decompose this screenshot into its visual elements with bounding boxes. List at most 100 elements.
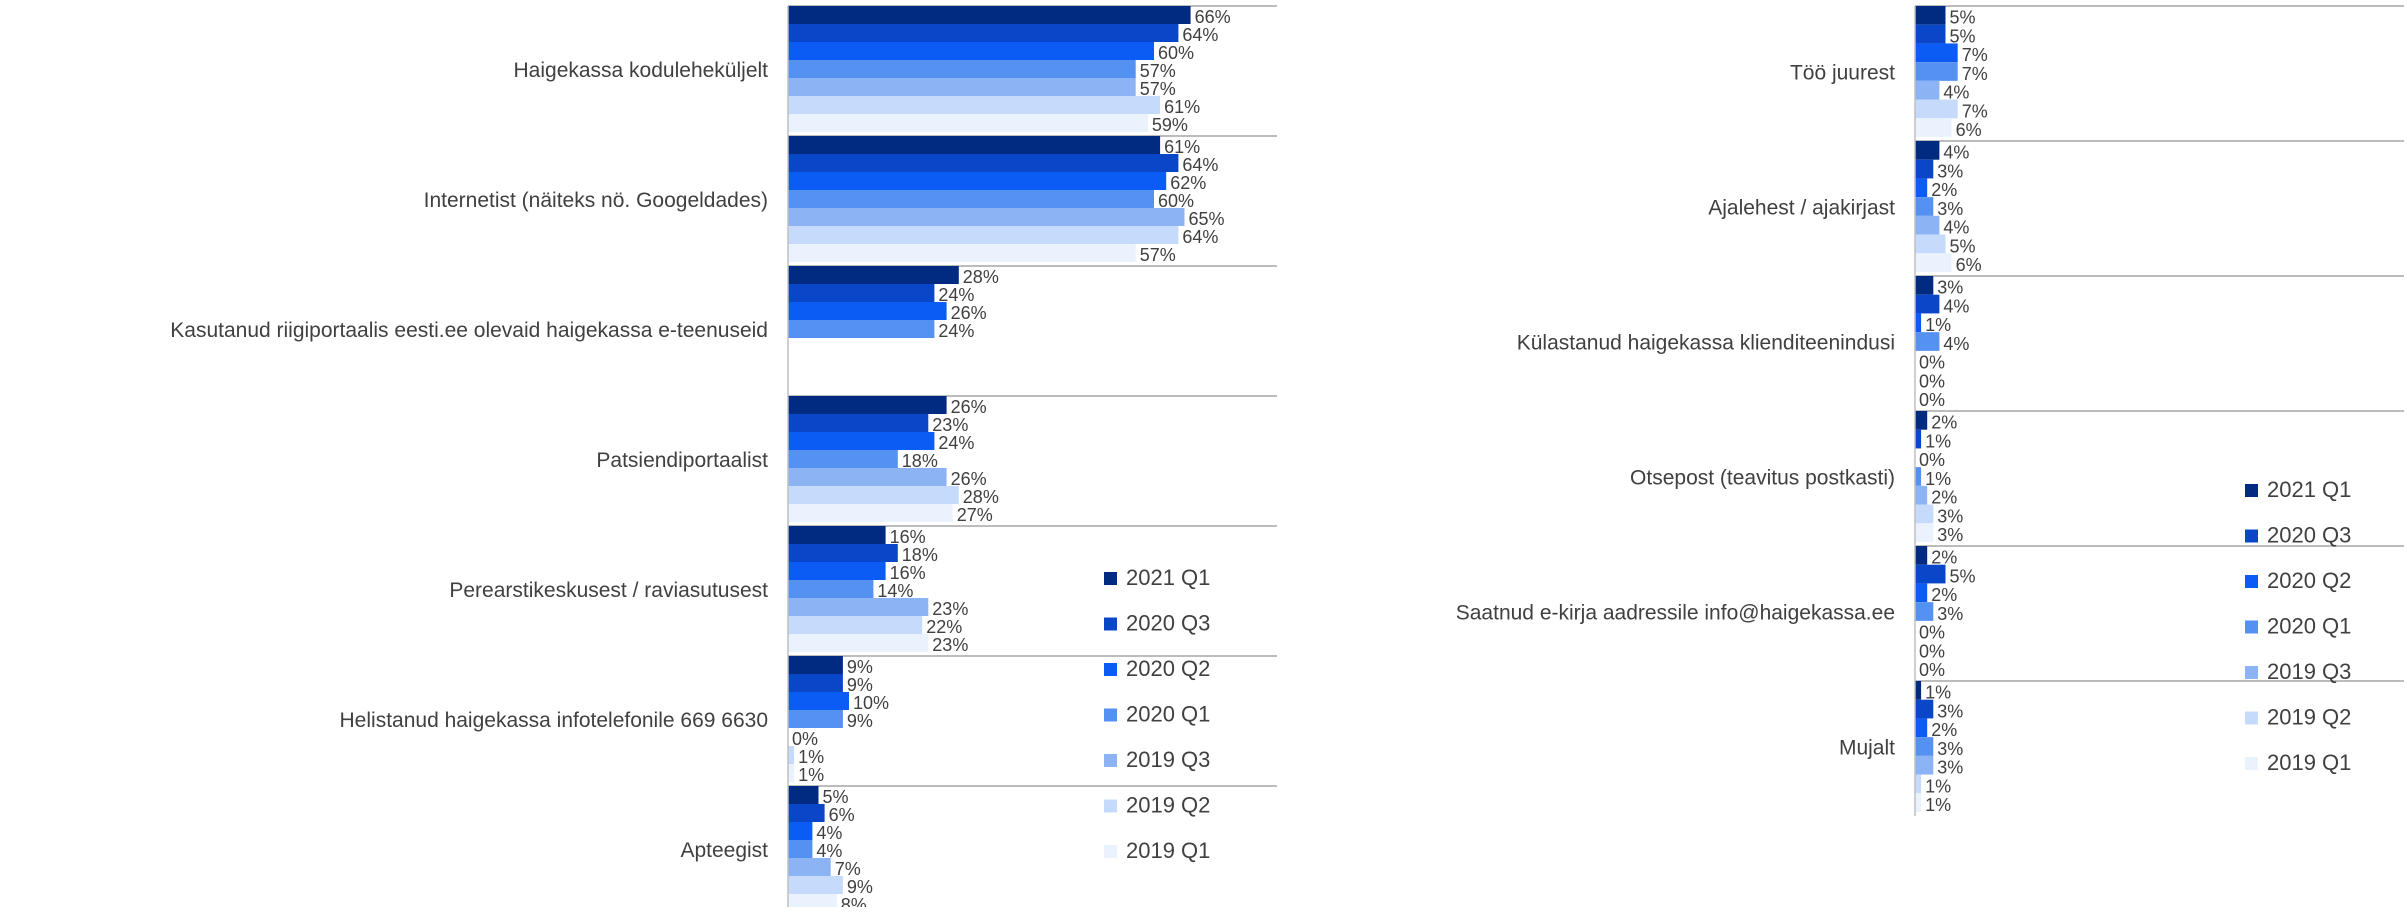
legend-swatch-left-1 xyxy=(1104,617,1117,631)
bar-left-3-4 xyxy=(788,468,947,486)
data-label-right-5-3: 3% xyxy=(1937,739,1963,759)
data-label-right-1-4: 4% xyxy=(1943,218,1969,238)
data-label-left-3-3: 18% xyxy=(902,451,938,471)
data-label-left-4-6: 23% xyxy=(932,635,968,655)
data-label-left-1-4: 65% xyxy=(1189,209,1225,229)
bar-left-4-2 xyxy=(788,562,886,580)
bar-right-4-0 xyxy=(1915,546,1928,565)
data-label-right-5-4: 3% xyxy=(1937,758,1963,778)
bar-left-4-3 xyxy=(788,580,874,598)
data-label-left-5-4: 0% xyxy=(792,729,818,749)
bar-left-3-3 xyxy=(788,450,898,468)
category-label-left-3: Patsiendiportaalist xyxy=(596,449,768,472)
legend-swatch-left-6 xyxy=(1104,845,1117,858)
legend-swatch-right-6 xyxy=(2245,757,2258,770)
data-label-left-5-5: 1% xyxy=(798,747,824,767)
bar-left-0-3 xyxy=(788,60,1136,78)
bar-right-3-3 xyxy=(1915,467,1922,486)
bar-right-2-1 xyxy=(1915,294,1940,314)
bar-left-6-0 xyxy=(788,786,819,804)
bar-right-0-1 xyxy=(1915,24,1946,44)
bar-right-1-5 xyxy=(1915,234,1946,254)
data-label-left-0-1: 64% xyxy=(1182,25,1218,45)
legend-label-left-2: 2020 Q2 xyxy=(1126,656,1210,681)
bar-left-6-5 xyxy=(788,876,843,894)
data-label-right-1-5: 5% xyxy=(1950,236,1976,256)
bar-right-0-3 xyxy=(1915,62,1958,81)
bar-right-1-2 xyxy=(1915,178,1928,198)
bar-right-3-4 xyxy=(1915,485,1928,505)
data-label-left-3-4: 26% xyxy=(951,469,987,489)
data-label-left-6-2: 4% xyxy=(816,823,842,843)
data-label-left-0-5: 61% xyxy=(1164,97,1200,117)
bar-right-0-2 xyxy=(1915,43,1958,63)
category-label-left-2: Kasutanud riigiportaalis eesti.ee olevai… xyxy=(170,319,768,342)
legend-label-right-3: 2020 Q1 xyxy=(2267,614,2351,639)
bar-right-5-4 xyxy=(1915,755,1934,775)
data-label-right-0-6: 6% xyxy=(1956,120,1982,140)
data-label-left-1-1: 64% xyxy=(1182,155,1218,175)
data-label-left-6-6: 8% xyxy=(841,895,867,907)
bar-right-5-6 xyxy=(1915,793,1922,812)
data-label-right-5-1: 3% xyxy=(1937,701,1963,721)
legend-label-right-5: 2019 Q2 xyxy=(2267,705,2351,730)
bar-right-1-6 xyxy=(1915,253,1952,272)
bar-left-6-1 xyxy=(788,804,825,822)
bar-right-5-0 xyxy=(1915,681,1922,700)
data-label-left-3-5: 28% xyxy=(963,487,999,507)
bar-left-4-5 xyxy=(788,616,923,634)
bar-right-5-1 xyxy=(1915,699,1934,719)
category-label-right-3: Otsepost (teavitus postkasti) xyxy=(1630,467,1895,490)
bar-left-2-0 xyxy=(788,266,959,284)
legend-swatch-right-5 xyxy=(2245,711,2258,725)
data-label-right-3-5: 3% xyxy=(1937,506,1963,526)
legend-swatch-left-2 xyxy=(1104,663,1117,676)
data-label-right-2-5: 0% xyxy=(1919,371,1945,391)
bar-right-3-0 xyxy=(1915,411,1928,430)
bar-left-1-5 xyxy=(788,226,1179,244)
data-label-right-0-1: 5% xyxy=(1950,26,1976,46)
data-label-right-0-2: 7% xyxy=(1962,45,1988,65)
category-label-right-1: Ajalehest / ajakirjast xyxy=(1708,197,1895,220)
data-label-left-6-3: 4% xyxy=(816,841,842,861)
bar-left-0-2 xyxy=(788,42,1154,60)
data-label-left-3-2: 24% xyxy=(938,433,974,453)
bar-right-4-3 xyxy=(1915,602,1934,621)
data-label-left-0-2: 60% xyxy=(1158,43,1194,63)
data-label-left-5-1: 9% xyxy=(847,675,873,695)
legend-swatch-left-4 xyxy=(1104,754,1117,767)
data-label-right-3-2: 0% xyxy=(1919,450,1945,470)
data-label-right-2-6: 0% xyxy=(1919,390,1945,410)
data-label-right-1-6: 6% xyxy=(1956,255,1982,275)
data-label-left-6-4: 7% xyxy=(835,859,861,879)
legend-swatch-right-1 xyxy=(2245,529,2258,543)
data-label-left-1-0: 61% xyxy=(1164,137,1200,157)
bar-left-0-0 xyxy=(788,6,1191,24)
bar-left-5-0 xyxy=(788,656,843,674)
bar-right-0-5 xyxy=(1915,99,1958,119)
bar-left-4-1 xyxy=(788,544,898,562)
data-label-right-5-2: 2% xyxy=(1931,720,1957,740)
legend-label-right-2: 2020 Q2 xyxy=(2267,568,2351,593)
bar-left-1-1 xyxy=(788,154,1179,172)
legend-label-left-5: 2019 Q2 xyxy=(1126,793,1210,818)
data-label-right-0-5: 7% xyxy=(1962,101,1988,121)
data-label-left-5-6: 1% xyxy=(798,765,824,785)
data-label-left-6-0: 5% xyxy=(823,787,849,807)
legend-swatch-right-3 xyxy=(2245,620,2258,634)
data-label-left-3-1: 23% xyxy=(932,415,968,435)
bar-left-5-3 xyxy=(788,710,843,728)
bar-left-6-4 xyxy=(788,858,831,876)
bar-right-4-1 xyxy=(1915,564,1946,584)
bar-left-3-1 xyxy=(788,414,929,432)
bar-right-0-4 xyxy=(1915,80,1940,100)
data-label-right-0-0: 5% xyxy=(1950,8,1976,28)
category-label-right-4: Saatnud e-kirja aadressile info@haigekas… xyxy=(1456,602,1895,625)
bar-left-6-3 xyxy=(788,840,813,858)
data-label-left-4-1: 18% xyxy=(902,545,938,565)
legend-swatch-left-0 xyxy=(1104,572,1117,585)
bar-left-1-6 xyxy=(788,244,1136,262)
data-label-right-3-6: 3% xyxy=(1937,525,1963,545)
legend-label-right-0: 2021 Q1 xyxy=(2267,477,2351,502)
